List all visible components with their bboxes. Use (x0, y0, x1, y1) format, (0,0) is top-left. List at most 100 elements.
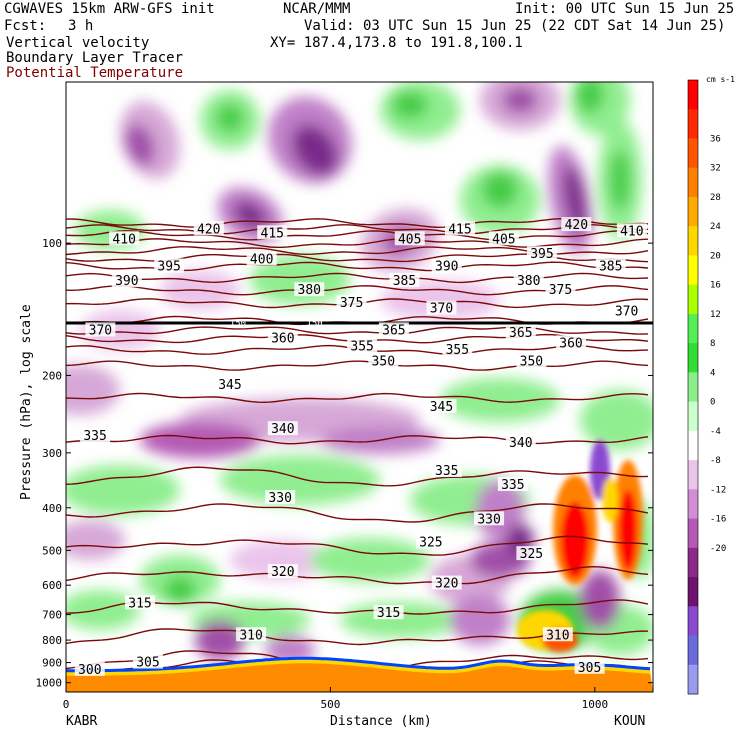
colorbar-label: 8 (710, 339, 715, 349)
isentrope (66, 434, 649, 445)
isentrope-label: 415 (448, 222, 471, 237)
tropopause-label: 150 (306, 319, 322, 329)
colorbar-swatch (688, 606, 698, 637)
updraft-cell (619, 490, 637, 570)
isentrope-label-bg (394, 231, 425, 246)
velocity-cell (66, 465, 180, 515)
isentrope-label-bg (267, 563, 298, 578)
isentrope (66, 230, 649, 241)
isentrope-label-bg (125, 595, 156, 610)
isentrope-label: 355 (446, 343, 469, 358)
tracer-edge (66, 656, 651, 673)
isentrope-label-bg (516, 353, 547, 368)
velocity-cell (392, 91, 428, 119)
isentrope-label-bg (505, 435, 536, 450)
isentrope-label-bg (85, 322, 116, 337)
isentrope-label: 400 (250, 253, 273, 268)
isentrope-label: 300 (78, 663, 101, 678)
isentrope (66, 261, 649, 272)
isentrope-label: 370 (615, 304, 638, 319)
terrain (66, 656, 653, 692)
cross-section-endpoints: XY= 187.4,173.8 to 191.8,100.1 (270, 35, 523, 51)
isentrope-label: 370 (430, 302, 453, 317)
valid-time: Valid: 03 UTC Sun 15 Jun 25 (22 CDT Sat … (304, 18, 726, 34)
isentrope-label: 310 (546, 628, 569, 643)
isentrope-label-bg (431, 463, 462, 478)
isentrope (66, 535, 649, 556)
field-boundary-layer-tracer: Boundary Layer Tracer (6, 50, 184, 66)
isentrope-label: 325 (419, 536, 442, 551)
isentrope-label-bg (616, 223, 647, 238)
isentrope-label: 395 (157, 259, 180, 274)
velocity-cell (66, 590, 140, 630)
isentrope (66, 599, 649, 615)
colorbar: 36 32 28 24 20 16 12 8 4 0 -4 -8 -12 -16 -20 (687, 79, 726, 695)
colorbar-swatch (688, 138, 698, 169)
colorbar-swatch (688, 547, 698, 578)
isentrope-label-bg (80, 428, 111, 443)
colorbar-swatch (688, 635, 698, 666)
velocity-cell (610, 150, 630, 210)
y-tick-label: 1000 (36, 677, 63, 690)
y-tick-label: 700 (42, 609, 62, 622)
isentrope-label: 385 (599, 259, 622, 274)
velocity-cell (230, 540, 330, 580)
x-tick-label: 0 (63, 698, 70, 711)
isentrope-label: 360 (559, 336, 582, 351)
isentrope-label: 395 (530, 247, 553, 262)
isentrope-label: 320 (435, 577, 458, 592)
isentrope-label-bg (347, 338, 378, 353)
isentrope-label-bg (426, 300, 457, 315)
isentrope-label-bg (132, 654, 163, 669)
isentrope-label: 410 (620, 224, 643, 239)
isentrope-label-bg (373, 605, 404, 620)
plot-frame (65, 81, 654, 693)
y-tick-label: 200 (42, 369, 62, 382)
right-station-label: KOUN (614, 714, 645, 729)
y-axis-label: Pressure (hPa), log scale (19, 304, 34, 500)
isentrope-label: 340 (509, 436, 532, 451)
colorbar-label: 36 (710, 134, 721, 144)
isentrope-label-bg (74, 661, 105, 676)
isentrope-label: 420 (565, 218, 588, 233)
isentrope-label-bg (214, 376, 245, 391)
velocity-cell (310, 538, 430, 582)
velocity-cell (580, 570, 620, 630)
isentrope-label: 415 (261, 226, 284, 241)
colorbar-label: 32 (710, 164, 721, 174)
isentrope-label-bg (336, 295, 367, 310)
isentrope-label-bg (111, 273, 142, 288)
velocity-cell (124, 123, 156, 167)
velocity-cell (216, 104, 244, 132)
colorbar-swatch (688, 372, 698, 403)
velocity-cell (66, 365, 120, 415)
isentrope-label: 385 (393, 274, 416, 289)
isentrope (66, 565, 649, 585)
colorbar-swatch (688, 343, 698, 373)
isentrope-label: 390 (435, 259, 458, 274)
x-tick-label: 500 (320, 698, 340, 711)
isentrope-label: 330 (268, 491, 291, 506)
isentrope-label-bg (561, 217, 592, 232)
potential-temperature-labels: 420 415 410 405 415 405 420 410 395 400 390 390 395 3… (74, 217, 647, 678)
isentrope-label: 355 (350, 340, 373, 355)
isentrope (66, 253, 649, 263)
colorbar-label: -8 (710, 456, 721, 466)
field-vertical-velocity: Vertical velocity (6, 35, 150, 51)
org-label: NCAR/MMM (283, 1, 351, 17)
colorbar-swatch (688, 401, 698, 432)
isentrope-label-bg (267, 421, 298, 436)
isentrope-label-bg (516, 546, 547, 561)
init-time: Init: 00 UTC Sun 15 Jun 25 (515, 1, 735, 17)
velocity-cell (580, 390, 653, 450)
isentrope-label: 335 (435, 464, 458, 479)
isentrope-label-bg (444, 221, 475, 236)
isentrope-label: 345 (218, 378, 241, 393)
isentrope-label: 390 (115, 274, 138, 289)
isentrope (66, 224, 649, 235)
isentrope-label-bg (109, 231, 140, 246)
y-tick-label: 400 (42, 502, 62, 515)
colorbar-swatch (688, 460, 698, 490)
isentrope-label-bg (526, 246, 557, 261)
